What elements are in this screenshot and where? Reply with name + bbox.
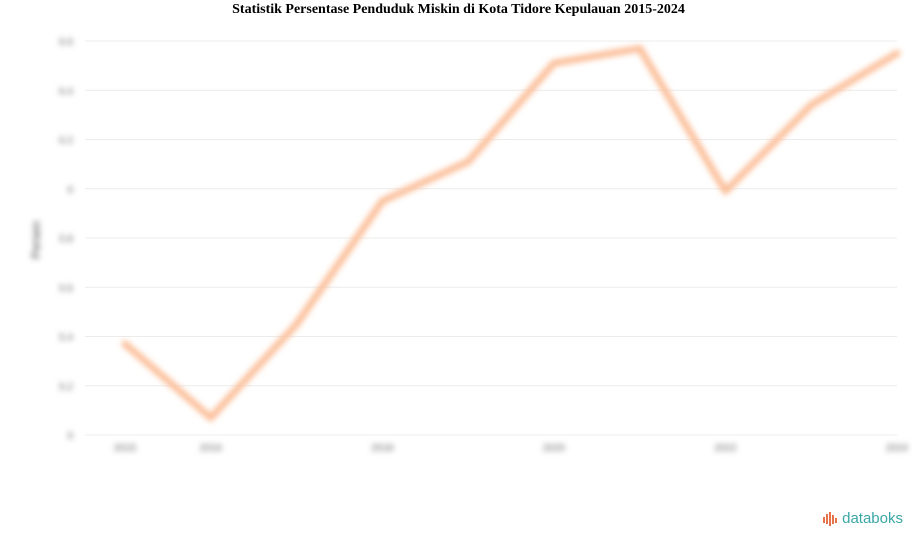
x-tick-label: 2016 bbox=[200, 443, 223, 454]
databoks-logo-icon bbox=[823, 511, 838, 526]
y-tick-label: 6 bbox=[67, 185, 73, 196]
brand-name: databoks bbox=[842, 510, 903, 527]
data-point bbox=[807, 101, 815, 109]
x-tick-label: 2018 bbox=[371, 443, 394, 454]
data-point bbox=[636, 44, 644, 52]
x-tick-label: 2022 bbox=[714, 443, 737, 454]
x-tick-label: 2024 bbox=[886, 443, 909, 454]
y-axis-ticks: 5 5.2 5.4 5.6 5.8 6 6.2 6.4 6.6 bbox=[59, 37, 73, 442]
data-point bbox=[464, 158, 472, 166]
y-tick-label: 5.8 bbox=[59, 234, 73, 245]
data-point bbox=[550, 59, 558, 67]
series-group bbox=[121, 44, 901, 422]
y-tick-label: 6.2 bbox=[59, 136, 73, 147]
y-tick-label: 6.4 bbox=[59, 86, 73, 97]
y-tick-label: 6.6 bbox=[59, 37, 73, 48]
y-tick-label: 5 bbox=[67, 431, 73, 442]
x-axis-ticks: 2015 2016 2018 2020 2022 2024 bbox=[114, 443, 909, 454]
y-tick-label: 5.2 bbox=[59, 382, 73, 393]
data-point bbox=[207, 414, 215, 422]
grid-lines bbox=[85, 40, 897, 436]
data-point bbox=[121, 340, 129, 348]
series-line bbox=[121, 44, 901, 422]
y-tick-label: 5.4 bbox=[59, 333, 73, 344]
x-tick-label: 2020 bbox=[543, 443, 566, 454]
data-point bbox=[293, 320, 301, 328]
y-axis-label: Persen bbox=[29, 221, 43, 259]
y-tick-label: 5.6 bbox=[59, 283, 73, 294]
chart-title: Statistik Persentase Penduduk Miskin di … bbox=[232, 2, 685, 17]
data-point bbox=[721, 187, 729, 195]
data-point bbox=[893, 49, 901, 57]
databoks-brand: databoks bbox=[823, 510, 903, 527]
data-point bbox=[378, 197, 386, 205]
x-tick-label: 2015 bbox=[114, 443, 137, 454]
